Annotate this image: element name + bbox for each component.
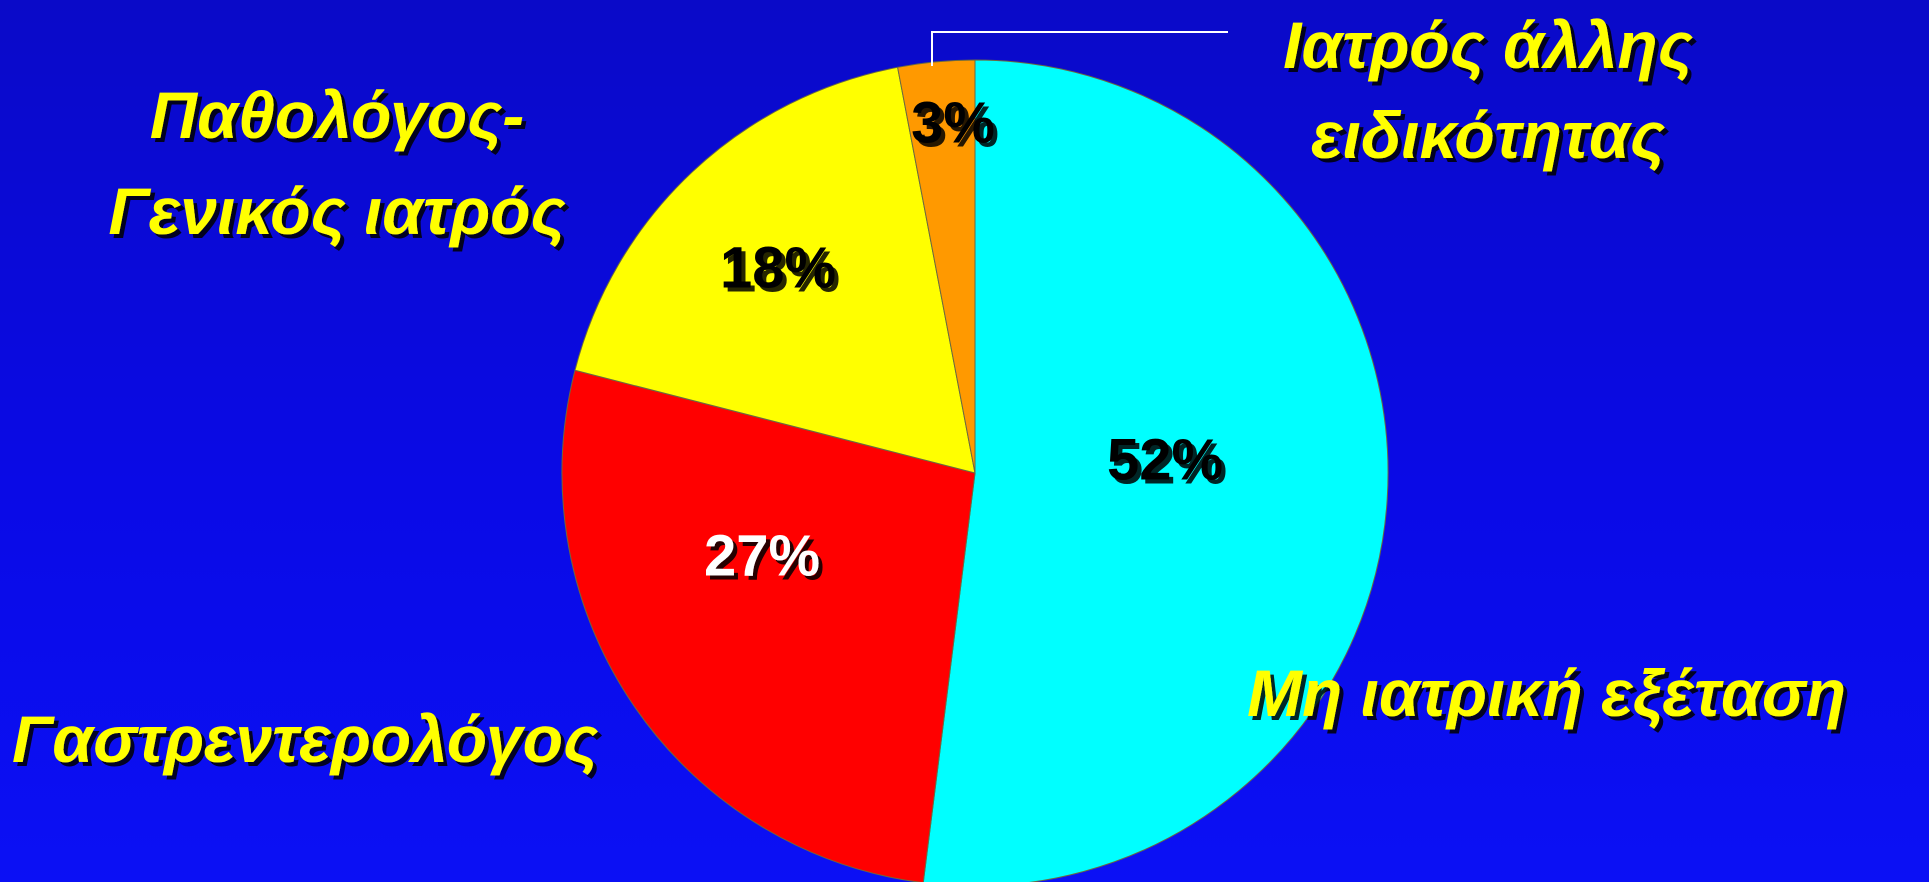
slice-label-general-practitioner: 18% <box>720 236 836 301</box>
category-labels: Μη ιατρική εξέταση Γαστρεντερολόγος Παθο… <box>12 8 1846 776</box>
slice-non-medical <box>922 59 1389 882</box>
category-label-non-medical: Μη ιατρική εξέταση <box>1247 656 1846 730</box>
slice-label-other-specialty: 3% <box>911 91 995 156</box>
slice-general-practitioner <box>574 66 976 474</box>
category-label-general-practitioner-line2: Γενικός ιατρός <box>108 174 565 248</box>
slice-label-gastroenterologist: 27% <box>704 524 820 589</box>
category-label-general-practitioner-line1: Παθολόγος- <box>150 78 524 152</box>
slice-label-non-medical: 52% <box>1107 428 1223 493</box>
slice-other-specialty <box>897 59 976 474</box>
percentage-labels: 52% 27% 18% 3% <box>704 91 1223 589</box>
category-label-other-specialty-line2: ειδικότητας <box>1311 98 1665 172</box>
category-label-other-specialty-line1: Ιατρός άλλης <box>1283 8 1693 82</box>
pie-slices <box>561 59 1389 882</box>
slice-gastroenterologist <box>561 369 976 882</box>
category-label-gastroenterologist: Γαστρεντερολόγος <box>12 702 598 776</box>
leader-line-other-specialty <box>931 31 1228 66</box>
